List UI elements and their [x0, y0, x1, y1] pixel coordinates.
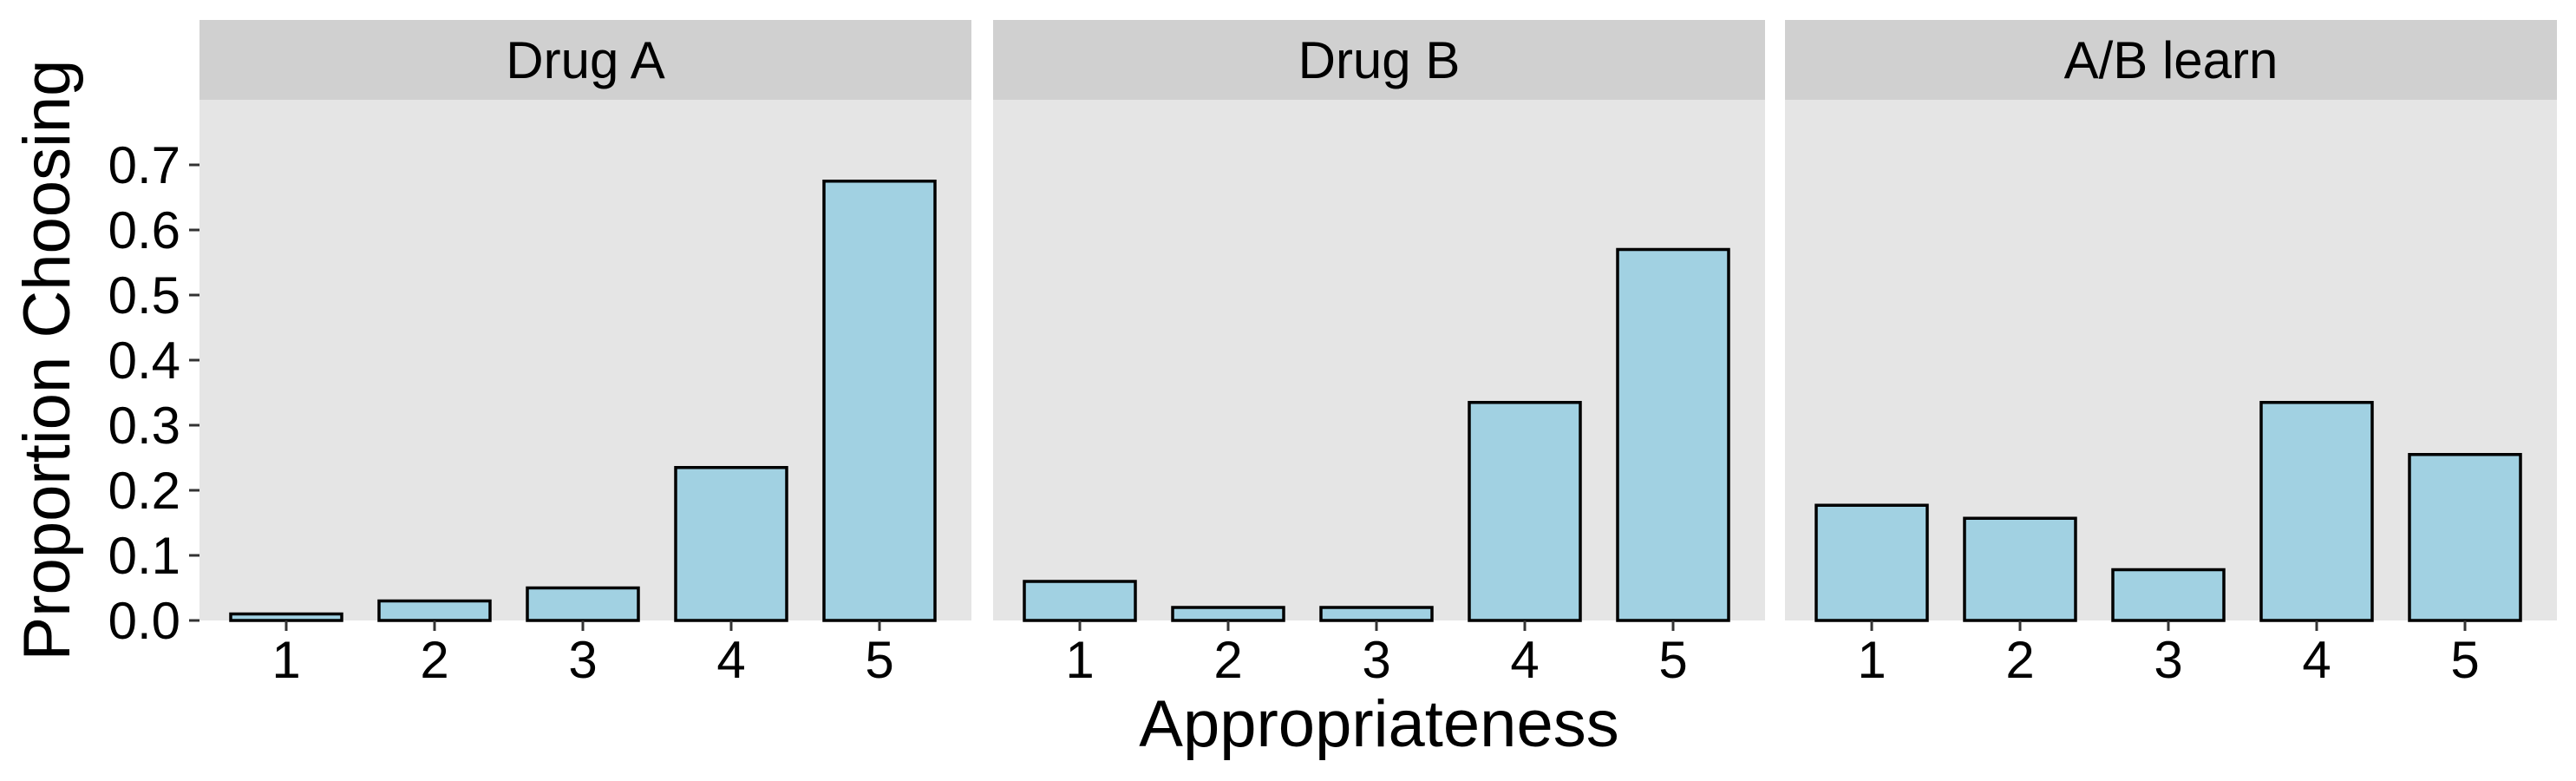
x-tick-label: 3	[568, 631, 597, 689]
bar	[2259, 401, 2374, 622]
x-tick-label: 3	[2154, 631, 2182, 689]
y-axis-title: Proportion Choosing	[10, 60, 84, 661]
y-tick-label: 0.2	[108, 462, 180, 520]
facet-title: Drug A	[506, 31, 664, 89]
bar	[526, 586, 640, 622]
bar	[1963, 516, 2077, 622]
x-tick-label: 1	[1857, 631, 1886, 689]
x-tick-label: 3	[1362, 631, 1390, 689]
bar	[674, 466, 788, 622]
x-tick-label: 1	[1065, 631, 1094, 689]
y-tick-label: 0.5	[108, 266, 180, 325]
panels-layer: Drug A 1 2 3 4 5 Drug B 1 2 3 4 5 A/B learn 1 2 3 4 5	[199, 20, 2557, 689]
x-tick-label: 2	[1213, 631, 1242, 689]
bar	[1171, 606, 1285, 622]
facet-panel: Drug B 1 2 3 4 5	[993, 20, 1765, 689]
facet-strip	[993, 20, 1765, 100]
x-tick-label: 2	[2005, 631, 2034, 689]
bar	[1023, 580, 1137, 622]
bar	[1616, 247, 1730, 622]
bar	[2111, 568, 2226, 622]
y-axis: 0.0 0.1 0.2 0.3 0.4 0.5 0.6 0.7	[108, 136, 199, 650]
bar	[1468, 401, 1582, 622]
y-tick-label: 0.7	[108, 136, 180, 194]
facet-title: A/B learn	[2064, 31, 2279, 89]
bar	[229, 612, 343, 622]
x-tick-label: 1	[271, 631, 300, 689]
facet-panel: A/B learn 1 2 3 4 5	[1785, 20, 2557, 689]
facet-panel: Drug A 1 2 3 4 5	[199, 20, 971, 689]
x-tick-label: 5	[2450, 631, 2479, 689]
x-tick-label: 5	[865, 631, 893, 689]
bar	[2408, 453, 2522, 622]
x-tick-label: 4	[2302, 631, 2331, 689]
x-tick-label: 4	[716, 631, 745, 689]
bar	[377, 599, 492, 622]
bar	[822, 180, 937, 622]
x-axis-title: Appropriateness	[1139, 687, 1618, 761]
y-tick-label: 0.6	[108, 201, 180, 259]
bar	[1814, 503, 1929, 622]
facet-title: Drug B	[1298, 31, 1461, 89]
y-tick-label: 0.0	[108, 592, 180, 650]
y-tick-label: 0.4	[108, 331, 180, 390]
facet-strip	[1785, 20, 2557, 100]
y-tick-label: 0.1	[108, 527, 180, 585]
facet-strip	[199, 20, 971, 100]
y-tick-label: 0.3	[108, 397, 180, 455]
x-tick-label: 4	[1510, 631, 1539, 689]
x-tick-label: 5	[1658, 631, 1687, 689]
bar	[1319, 606, 1434, 622]
x-tick-label: 2	[420, 631, 448, 689]
